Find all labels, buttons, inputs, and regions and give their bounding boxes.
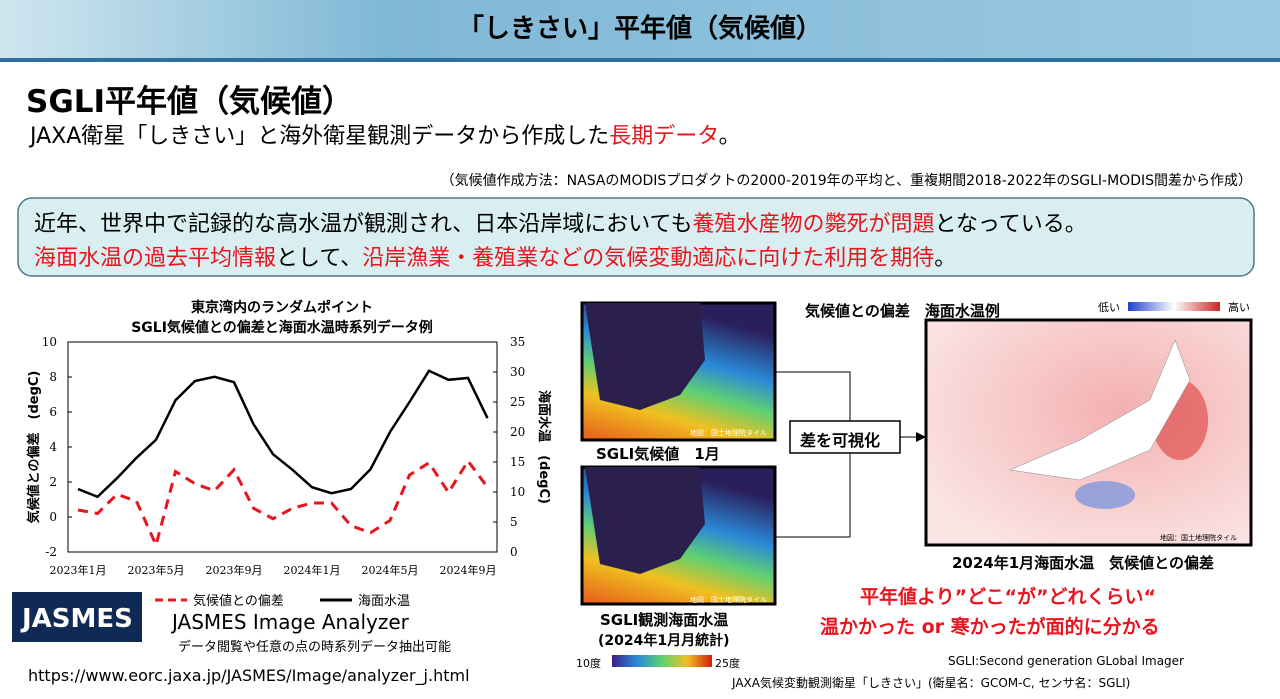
y2-tick-label: 5	[510, 515, 518, 529]
tool-name: JASMES Image Analyzer	[172, 610, 409, 634]
y-tick-label: 6	[49, 405, 57, 419]
text-segment: 近年、世界中で記録的な高水温が観測され、日本沿岸域においても	[34, 212, 693, 237]
x-tick-label: 2023年5月	[128, 563, 185, 577]
header-rule	[0, 58, 1280, 62]
chart-title: 東京湾内のランダムポイント	[191, 299, 373, 316]
y2-axis-label: 海面水温 (degC)	[536, 390, 552, 504]
y-tick-label: 4	[49, 440, 57, 454]
diff-box	[789, 420, 901, 454]
tool-desc: データ閲覧や任意の点の時系列データ抽出可能	[178, 640, 452, 655]
cool-spot	[1075, 481, 1135, 509]
high-label: 高い	[1228, 301, 1250, 314]
arrowhead	[916, 432, 926, 442]
header-bg	[0, 0, 1280, 58]
text-segment: 。	[934, 246, 957, 271]
message-box	[17, 197, 1255, 277]
message: 平年値より”どこ“が”どれくらい“	[860, 586, 1156, 608]
y-tick-label: 10	[42, 335, 57, 349]
y2-tick-label: 0	[510, 545, 518, 559]
chart-title: SGLI気候値との偏差と海面水温時系列データ例	[131, 319, 433, 336]
y-tick-label: 2	[49, 475, 57, 489]
x-tick-label: 2024年5月	[362, 563, 419, 577]
message: 温かかった or 寒かったが面的に分かる	[820, 616, 1160, 638]
scale-min: 10度	[576, 657, 601, 670]
y-tick-label: 8	[49, 370, 57, 384]
low-label: 低い	[1098, 301, 1120, 314]
url: https://www.eorc.jaxa.jp/JASMES/Image/an…	[28, 666, 470, 685]
legend-label: 海面水温	[358, 594, 410, 609]
map-caption: SGLI観測海面水温	[600, 611, 729, 629]
text-segment: 。	[718, 124, 741, 149]
message-line: 近年、世界中で記録的な高水温が観測され、日本沿岸域においても養殖水産物の斃死が問…	[34, 206, 1087, 238]
text-segment: 沿岸漁業・養殖業などの気候変動適応に向けた利用を期待	[362, 246, 935, 271]
map-caption: (2024年1月月統計)	[598, 633, 730, 649]
header-title: 「しきさい」平年値（気候値）	[457, 14, 822, 44]
y2-tick-label: 35	[510, 335, 525, 349]
legend-label: 気候値との偏差	[193, 593, 284, 609]
x-tick-label: 2024年1月	[284, 563, 341, 577]
credit: 地図：国土地理院タイル	[690, 429, 767, 437]
land	[1009, 339, 1191, 481]
text-segment: となっている。	[934, 212, 1087, 237]
colorbar	[612, 655, 712, 667]
land	[585, 467, 705, 574]
text-segment: JAXA衛星「しきさい」と海外衛星観測データから作成した	[30, 124, 610, 149]
y2-tick-label: 30	[510, 365, 525, 379]
anomaly-caption: 2024年1月海面水温 気候値との偏差	[952, 554, 1215, 572]
text-segment: 長期データ	[609, 124, 719, 149]
colorbar	[1128, 302, 1220, 311]
subtitle: JAXA衛星「しきさい」と海外衛星観測データから作成した長期データ。	[30, 118, 741, 150]
note: （気候値作成方法：NASAのMODISプロダクトの2000-2019年の平均と、…	[440, 173, 1252, 189]
x-tick-label: 2023年1月	[50, 563, 107, 577]
map-caption: SGLI気候値 1月	[596, 445, 720, 463]
text-segment: として、	[276, 246, 363, 271]
y2-tick-label: 15	[510, 455, 525, 469]
footer: JAXA気候変動観測衛星「しきさい」(衛星名：GCOM-C, センサ名：SGLI…	[732, 676, 1131, 690]
series-line	[77, 369, 489, 499]
anomaly-title: 気候値との偏差 海面水温例	[805, 302, 1000, 320]
footer: SGLI:Second generation GLobal Imager	[948, 654, 1184, 668]
series-line	[77, 458, 489, 550]
diff-button: 差を可視化	[800, 431, 881, 450]
credit: 地図：国土地理院タイル	[1160, 534, 1237, 542]
y2-tick-label: 25	[510, 395, 525, 409]
y-tick-label: 0	[49, 510, 57, 524]
y-tick-label: -2	[45, 545, 57, 559]
scale-max: 25度	[715, 657, 740, 670]
x-tick-label: 2024年9月	[440, 563, 497, 577]
connector	[775, 371, 851, 538]
text-segment: 海面水温の過去平均情報	[34, 246, 277, 271]
x-tick-label: 2023年9月	[206, 563, 263, 577]
y-axis-label: 気候値との偏差 (degC)	[26, 371, 42, 524]
credit: 地図：国土地理院タイル	[690, 596, 767, 604]
logo: JASMES	[22, 604, 133, 634]
text-segment: 養殖水産物の斃死が問題	[692, 212, 935, 237]
y2-tick-label: 20	[510, 425, 525, 439]
land	[585, 303, 705, 410]
logo-bg	[12, 592, 142, 642]
heading: SGLI平年値（気候値）	[26, 84, 354, 120]
message-line: 海面水温の過去平均情報として、沿岸漁業・養殖業などの気候変動適応に向けた利用を期…	[34, 240, 956, 272]
y2-tick-label: 10	[510, 485, 525, 499]
